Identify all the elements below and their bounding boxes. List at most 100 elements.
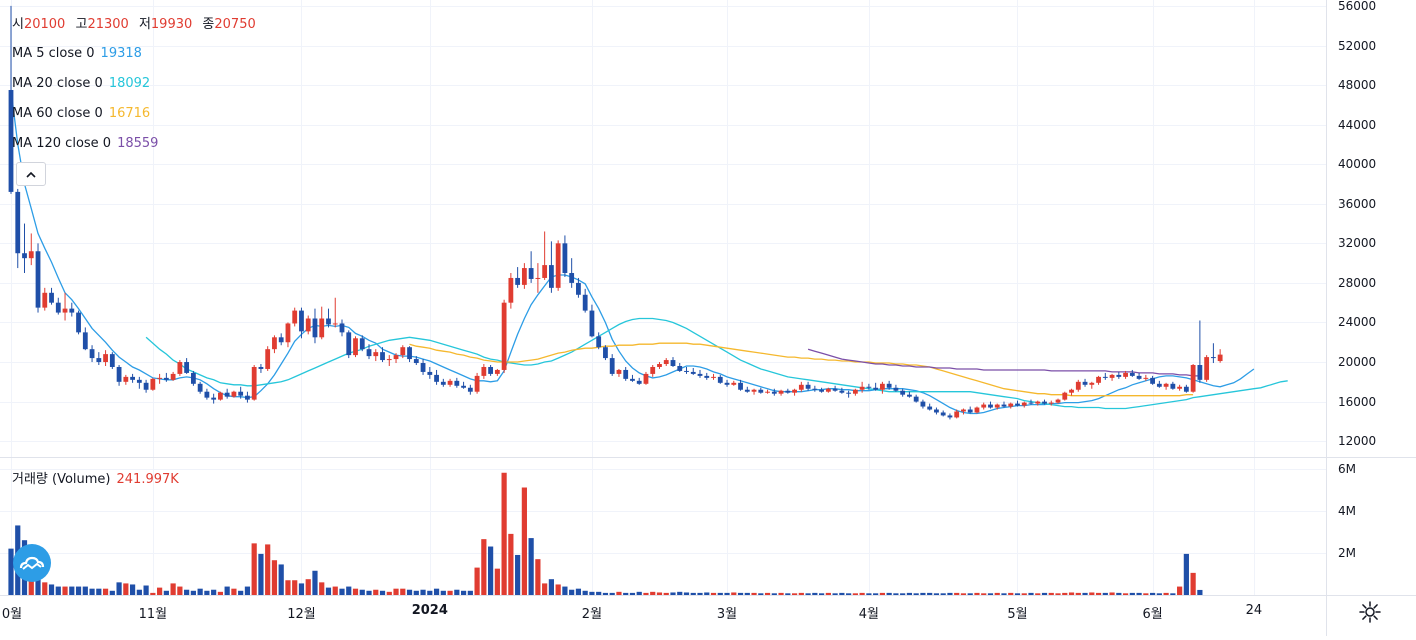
candle <box>886 380 892 390</box>
ma120-legend[interactable]: MA 120 close 0 18559 <box>12 136 158 152</box>
price-axis-label: 28000 <box>1338 275 1377 290</box>
volume-bar <box>447 590 453 595</box>
candle <box>204 388 210 400</box>
candle <box>440 378 446 387</box>
candle <box>272 335 277 354</box>
close-value: 20750 <box>214 17 256 32</box>
volume-legend[interactable]: 거래량 (Volume) 241.997K <box>12 472 179 488</box>
volume-bar <box>467 590 473 595</box>
candle <box>1143 374 1149 381</box>
volume-bar <box>474 567 480 595</box>
tradingview-cloud-icon[interactable] <box>13 544 51 582</box>
volume-axis-label: 2M <box>1338 545 1356 560</box>
volume-bar <box>731 592 737 595</box>
ma20-legend[interactable]: MA 20 close 0 18092 <box>12 76 150 92</box>
volume-bar <box>805 593 811 595</box>
volume-bar <box>427 590 433 595</box>
volume-bar <box>62 586 68 595</box>
volume-bar <box>542 583 548 595</box>
volume-bar <box>8 548 14 595</box>
ma60-legend[interactable]: MA 60 close 0 16716 <box>12 106 150 122</box>
candle <box>825 387 831 393</box>
candle <box>677 363 683 372</box>
volume-bar <box>217 591 224 595</box>
volume-bar <box>974 592 980 595</box>
volume-bar <box>116 582 122 595</box>
volume-bar <box>900 593 906 595</box>
candle <box>1069 388 1074 396</box>
gear-icon[interactable] <box>1358 600 1382 624</box>
price-axis-label: 20000 <box>1338 355 1377 370</box>
volume-bar <box>1143 593 1149 595</box>
candle <box>630 374 635 382</box>
volume-bar <box>791 593 798 595</box>
candle <box>163 372 169 382</box>
volume-bar <box>825 592 831 595</box>
volume-bar <box>82 586 88 595</box>
volume-bar <box>643 592 649 595</box>
candle <box>35 243 41 313</box>
volume-bar <box>778 592 784 595</box>
candle <box>717 374 723 384</box>
candle <box>988 401 993 409</box>
candle <box>974 406 980 414</box>
candle <box>461 381 466 389</box>
candle <box>170 371 176 381</box>
time-axis-label: 4월 <box>858 607 879 622</box>
candle <box>961 408 966 415</box>
volume-bar <box>244 586 251 595</box>
candle <box>1028 399 1034 405</box>
volume-bar <box>1170 593 1176 595</box>
volume-bar <box>717 592 723 595</box>
candle <box>1015 400 1020 407</box>
price-axis-label: 48000 <box>1338 78 1377 93</box>
candle <box>771 388 777 396</box>
candle <box>265 346 271 371</box>
volume-bar <box>629 592 636 595</box>
candle <box>1075 379 1081 392</box>
price-axis-label: 44000 <box>1338 117 1377 132</box>
volume-bar <box>1163 592 1169 595</box>
candle <box>569 258 575 288</box>
candle <box>393 353 399 364</box>
volume-bar <box>420 589 426 595</box>
candle <box>596 332 602 350</box>
volume-bar <box>670 592 676 595</box>
candle <box>218 391 223 401</box>
volume-bar <box>298 583 305 595</box>
price-axis-label: 12000 <box>1338 434 1377 449</box>
candle <box>650 365 656 377</box>
volume-bar <box>548 579 554 595</box>
volume-bar <box>386 591 392 595</box>
volume-bar <box>758 593 764 595</box>
volume-bar <box>954 592 960 595</box>
volume-bar <box>737 592 744 595</box>
high-label: 고 <box>75 17 88 32</box>
candle <box>1217 349 1223 363</box>
volume-axis-label: 6M <box>1338 461 1356 476</box>
candle <box>1190 364 1196 393</box>
volume-bar <box>798 592 804 595</box>
candle <box>609 354 615 376</box>
volume-bar <box>981 593 987 595</box>
volume-bar <box>129 584 136 595</box>
volume-bar <box>616 591 622 595</box>
ma60-label: MA 60 close 0 <box>12 106 103 121</box>
volume-bar <box>596 591 602 595</box>
volume-bar <box>366 590 372 595</box>
candle <box>123 374 129 385</box>
volume-bar <box>528 538 534 595</box>
ma120-label: MA 120 close 0 <box>12 136 112 151</box>
collapse-legend-button[interactable] <box>16 162 46 186</box>
candle <box>474 372 480 394</box>
ma20-value: 18092 <box>108 76 151 91</box>
candle <box>285 322 291 348</box>
low-label: 저 <box>138 17 151 32</box>
volume-bar <box>636 591 642 595</box>
candle <box>852 388 858 396</box>
candle <box>1210 343 1216 364</box>
ma5-legend[interactable]: MA 5 close 0 19318 <box>12 46 142 62</box>
volume-bar <box>771 593 777 595</box>
